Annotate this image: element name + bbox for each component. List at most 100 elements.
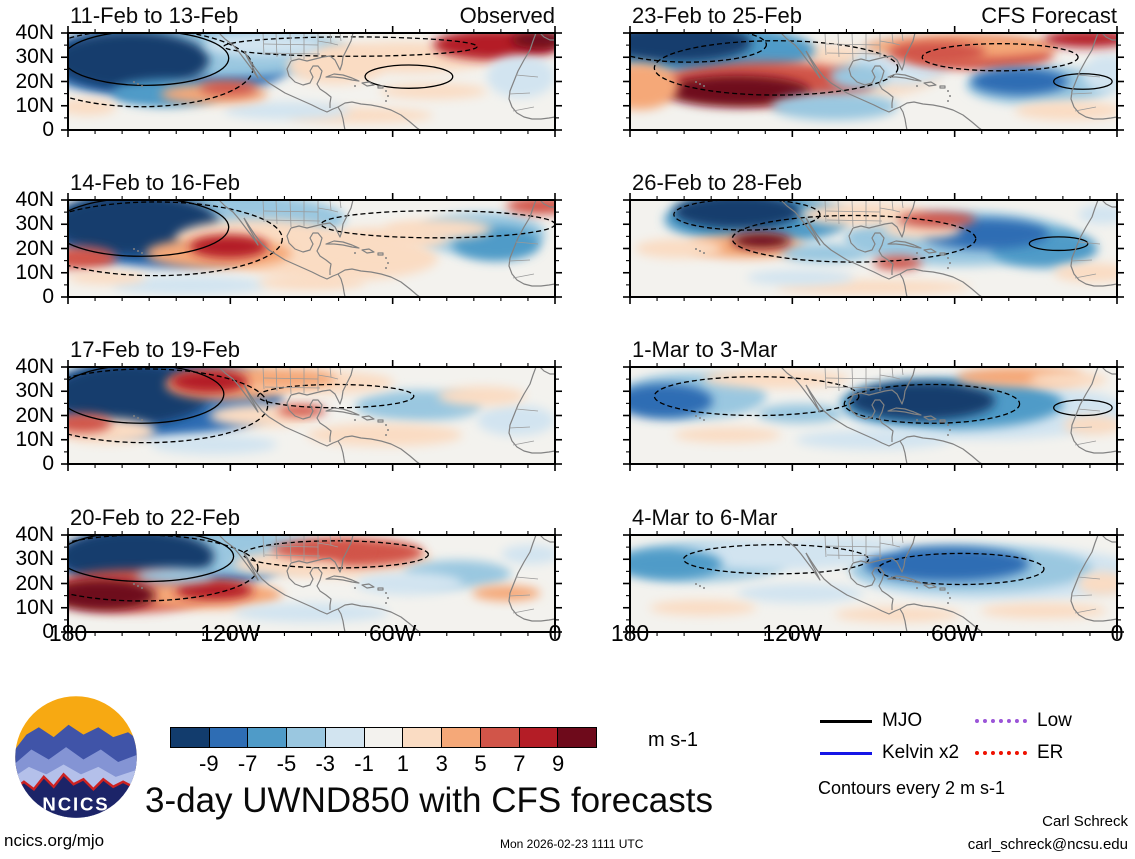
colorbar-cell [558,728,597,747]
latitude-tick-label: 0 [42,620,54,643]
wave-contour [1028,236,1089,252]
map-panel: 11-Feb to 13-Feb Observed 40N 30N 20N 10N 0 [0,3,562,141]
coastlines [780,33,1117,130]
legend-line-swatch [820,719,872,723]
wave-contour [242,540,430,569]
longitude-tick-label: 180 [610,620,650,646]
latitude-tick-label: 10N [15,93,54,117]
wave-contour [68,200,230,257]
longitude-axis: 180 120W 60W 0 [49,620,562,648]
latitude-tick-label: 40N [15,355,54,378]
colorbar-cell [325,728,365,747]
latitude-tick-label: 40N [15,188,54,211]
map-plot [623,360,1124,471]
colorbar-cell [287,728,326,747]
longitude-tick-label: 180 [48,620,88,646]
wave-contour [843,383,1021,424]
legend-label: Low [1037,710,1072,731]
latitude-axis: 40N 30N 20N 10N 0 [0,524,62,643]
wave-contour [68,535,259,602]
map-panel: 26-Feb to 28-Feb [562,170,1124,304]
latitude-tick-label: 0 [42,285,54,308]
map-plot [61,360,562,471]
map-plot [61,528,562,639]
colorbar-tick-label: 3 [435,751,448,776]
colorbar-unit-label: m s-1 [648,729,698,751]
map-panel: 23-Feb to 25-Feb CFS Forecast [562,3,1124,137]
wave-contour [653,376,860,417]
latitude-tick-label: 30N [15,379,54,403]
contour-interval-note: Contours every 2 m s-1 [818,778,1006,798]
wave-contour [68,368,269,444]
colorbar-tick-label: -3 [315,751,336,776]
coastlines [780,200,1117,297]
map-plot [623,528,1124,639]
longitude-tick-label: 0 [1110,620,1124,646]
panel-date-range: 26-Feb to 28-Feb [632,170,802,195]
wave-contour [682,544,870,575]
map-plot [623,26,1124,137]
legend-item: Kelvin x2 [820,742,975,764]
map-panel: 14-Feb to 16-Feb 40N 30N 20N 10N 0 [0,170,562,308]
colorbar-cell [442,728,481,747]
latitude-tick-label: 40N [15,523,54,546]
panel-date-range: 14-Feb to 16-Feb [70,170,240,195]
latitude-tick-label: 30N [15,547,54,571]
panel-date-range: 20-Feb to 22-Feb [70,505,240,530]
wave-contour [877,552,1045,586]
colorbar-tick-label: 1 [396,751,410,776]
panel-date-range: 1-Mar to 3-Mar [632,337,778,362]
coastlines [218,33,555,130]
author-name: Carl Schreck [1042,813,1128,830]
wave-contour [630,33,767,63]
colorbar-cell [480,728,520,747]
legend-line-swatch [975,719,1027,723]
map-plot [623,193,1124,304]
longitude-tick-label: 60W [369,620,417,646]
site-url: ncics.org/mjo [4,831,105,850]
latitude-tick-label: 10N [15,427,54,451]
panel-source-badge: Observed [459,3,555,28]
wave-contour [68,367,225,424]
legend-item: MJO [820,710,975,732]
figure-title: 3-day UWND850 with CFS forecasts [145,781,713,820]
coastlines [218,367,555,464]
legend-label: Kelvin x2 [882,742,960,763]
logo-text: NCICS [42,793,109,814]
colorbar-cell [248,728,288,747]
latitude-tick-label: 20N [15,571,54,595]
colorbar-tick-label: -9 [199,751,219,776]
wave-contour [68,535,235,583]
latitude-tick-label: 30N [15,45,54,69]
latitude-tick-label: 40N [15,21,54,44]
map-panel: 4-Mar to 6-Mar 180 120W 60W 0 [562,505,1124,650]
colorbar-cell [403,728,443,747]
colorbar-tick-label: 5 [474,751,487,776]
panel-date-range: 4-Mar to 6-Mar [632,505,778,530]
ncics-logo: NCICS [15,696,137,818]
wave-contour [68,33,230,87]
latitude-axis: 40N 30N 20N 10N 0 [0,189,62,308]
panel-source-badge: CFS Forecast [981,3,1117,28]
colorbar-tick-label: 7 [513,751,526,776]
longitude-tick-label: 60W [931,620,979,646]
wave-contour [1053,73,1113,90]
colorbar-tick-label: -1 [354,751,374,776]
coastlines [780,367,1117,464]
latitude-tick-label: 10N [15,595,54,619]
colorbar-cell [209,728,249,747]
wave-contour [921,43,1079,72]
legend-item: ER [975,742,1130,764]
panel-date-range: 23-Feb to 25-Feb [632,3,802,28]
wave-contour [673,200,821,231]
map-plot [61,26,562,137]
latitude-tick-label: 10N [15,260,54,284]
map-panel: 20-Feb to 22-Feb 40N 30N 20N 10N 0 180 120W 60W 0 [0,505,562,650]
map-panel: 1-Mar to 3-Mar [562,337,1124,471]
legend-line-swatch [975,751,1027,755]
wave-legend: MJO Low Kelvin x2 ER [820,710,1130,774]
latitude-tick-label: 20N [15,236,54,260]
colorbar-cell [171,728,210,747]
author-email: carl_schreck@ncsu.edu [967,836,1128,853]
